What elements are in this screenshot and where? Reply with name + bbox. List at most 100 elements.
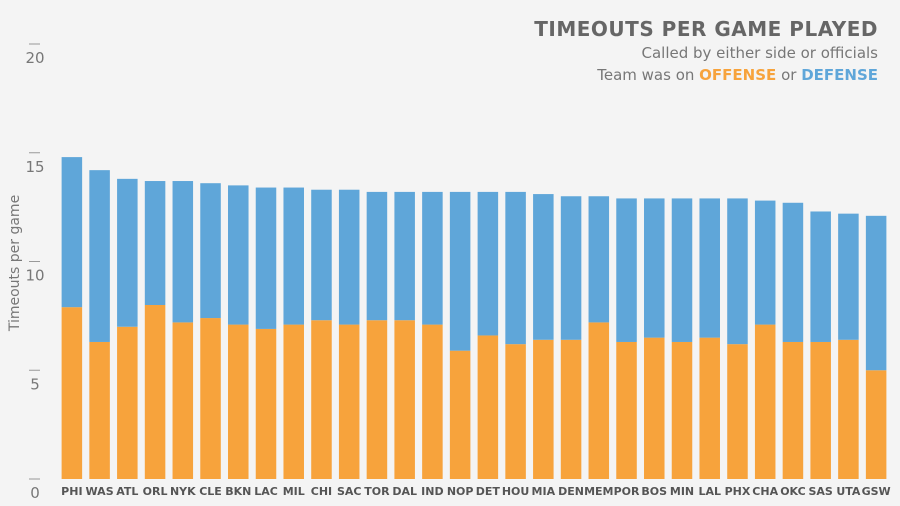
bar-defense-mil — [283, 187, 304, 325]
x-category-label: POR — [614, 485, 640, 498]
bar-offense-bos — [644, 337, 665, 480]
x-category-label: CLE — [199, 485, 222, 498]
bar-defense-cha — [754, 200, 776, 325]
bar-defense-dal — [394, 191, 415, 321]
bar-defense-uta — [838, 213, 859, 340]
bar-defense-phi — [61, 157, 83, 308]
bar-defense-det — [477, 191, 499, 336]
x-category-label: OKC — [780, 485, 805, 498]
bar-defense-tor — [366, 191, 388, 321]
bar-defense-ind — [422, 191, 443, 325]
bar-offense-cle — [200, 318, 221, 479]
bar-defense-sac — [338, 189, 360, 325]
y-tick-label: 20 — [25, 49, 44, 67]
x-category-label: ATL — [116, 485, 138, 498]
bar-defense-bos — [644, 198, 665, 338]
bar-defense-mem — [588, 196, 610, 323]
bar-offense-atl — [117, 326, 138, 479]
bar-offense-hou — [505, 344, 526, 479]
bar-defense-hou — [505, 191, 526, 345]
y-tick-label: 10 — [25, 267, 44, 285]
bar-offense-min — [671, 341, 693, 479]
bar-defense-atl — [117, 178, 138, 327]
chart-title: TIMEOUTS PER GAME PLAYED — [534, 17, 878, 41]
bar-offense-phx — [727, 344, 748, 479]
bar-offense-phi — [61, 307, 83, 479]
x-category-label: DET — [476, 485, 501, 498]
bar-defense-orl — [144, 181, 166, 305]
bar-defense-min — [671, 198, 693, 342]
bar-offense-det — [477, 335, 499, 479]
x-category-label: HOU — [502, 485, 530, 498]
x-category-label: CHA — [752, 485, 778, 498]
bar-offense-orl — [144, 305, 166, 479]
x-category-label: WAS — [86, 485, 114, 498]
title-block: TIMEOUTS PER GAME PLAYED Called by eithe… — [534, 16, 878, 86]
bar-defense-was — [89, 170, 110, 342]
bar-offense-den — [560, 339, 582, 479]
legend-offense: OFFENSE — [699, 66, 777, 84]
bar-offense-mia — [533, 339, 554, 479]
x-category-label: MIL — [283, 485, 305, 498]
bar-offense-uta — [838, 339, 859, 479]
bar-offense-mil — [283, 324, 304, 479]
bar-offense-cha — [754, 324, 776, 479]
bar-offense-mem — [588, 322, 610, 479]
bar-offense-dal — [394, 320, 415, 479]
chart-subtitle-line2: Team was on OFFENSE or DEFENSE — [534, 64, 878, 86]
category-labels: PHI WAS ATL ORL NYK CLE BKN LAC MIL CHI SAC TOR DAL I… — [61, 485, 890, 498]
bar-offense-tor — [366, 320, 388, 479]
bar-offense-was — [89, 341, 110, 479]
x-category-label: MIA — [532, 485, 556, 498]
x-category-label: BKN — [225, 485, 251, 498]
x-category-label: ORL — [143, 485, 168, 498]
x-category-label: DAL — [392, 485, 417, 498]
bar-offense-bkn — [228, 324, 249, 479]
subtitle-prefix: Team was on — [597, 66, 695, 84]
bar-defense-lal — [699, 198, 720, 338]
x-category-label: LAC — [254, 485, 278, 498]
legend-defense: DEFENSE — [801, 66, 878, 84]
y-tick-label: 15 — [25, 158, 44, 176]
bar-defense-phx — [727, 198, 748, 345]
bar-offense-okc — [782, 341, 804, 479]
bar-defense-gsw — [865, 215, 887, 371]
bar-defense-nop — [449, 191, 471, 351]
x-category-label: UTA — [836, 485, 861, 498]
bar-offense-sac — [338, 324, 360, 479]
x-category-label: CHI — [311, 485, 332, 498]
bar-offense-chi — [311, 320, 332, 479]
y-tick-label: 0 — [30, 484, 40, 502]
bar-defense-cle — [200, 183, 221, 319]
bar-offense-ind — [422, 324, 443, 479]
x-category-label: DEN — [558, 485, 584, 498]
x-category-label: BOS — [641, 485, 667, 498]
x-category-label: MIN — [670, 485, 694, 498]
x-category-label: TOR — [364, 485, 390, 498]
bar-offense-nyk — [172, 322, 194, 479]
bar-defense-den — [560, 196, 582, 340]
bar-defense-nyk — [172, 181, 194, 323]
bar-offense-sas — [810, 341, 831, 479]
x-category-label: PHI — [61, 485, 82, 498]
y-tick-label: 5 — [30, 375, 40, 393]
subtitle-or: or — [781, 66, 797, 84]
x-category-label: GSW — [862, 485, 891, 498]
bar-offense-lal — [699, 337, 720, 480]
chart-subtitle-line1: Called by either side or officials — [641, 44, 878, 62]
bar-offense-gsw — [865, 370, 887, 479]
bars — [61, 157, 887, 480]
x-category-label: SAS — [808, 485, 832, 498]
bar-defense-por — [616, 198, 637, 342]
bar-defense-okc — [782, 202, 804, 342]
x-category-label: IND — [421, 485, 443, 498]
x-category-label: LAL — [698, 485, 721, 498]
x-category-label: NOP — [447, 485, 474, 498]
bar-offense-nop — [449, 350, 471, 479]
y-axis: 0 5 10 15 20 — [25, 43, 45, 502]
bar-offense-por — [616, 341, 637, 479]
bar-defense-sas — [810, 211, 831, 342]
bar-defense-bkn — [228, 185, 249, 325]
x-category-label: NYK — [170, 485, 196, 498]
